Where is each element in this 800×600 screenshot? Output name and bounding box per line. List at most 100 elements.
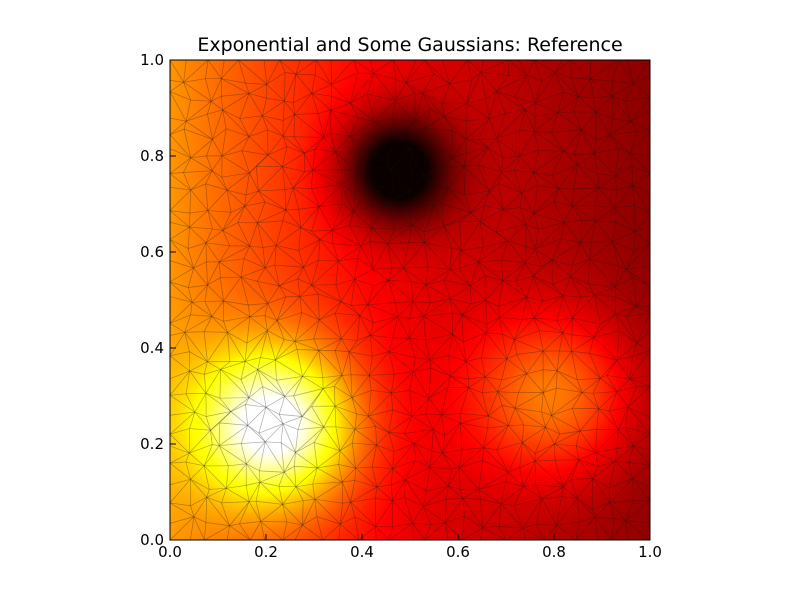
mesh-edge bbox=[452, 312, 463, 316]
mesh-edge bbox=[190, 183, 206, 191]
mesh-edge bbox=[338, 257, 358, 262]
mesh-edge bbox=[218, 261, 221, 278]
mesh-edge bbox=[556, 351, 572, 371]
mesh-edge bbox=[263, 60, 268, 85]
mesh-edge bbox=[189, 210, 208, 214]
mesh-edge bbox=[375, 526, 377, 540]
mesh-edge bbox=[543, 387, 557, 393]
mesh-edge bbox=[318, 293, 342, 302]
mesh-edge bbox=[447, 188, 472, 214]
mesh-edge bbox=[170, 157, 192, 174]
mesh-edge bbox=[612, 241, 627, 270]
mesh-edge bbox=[430, 522, 446, 526]
x-tick-label: 0.8 bbox=[542, 543, 566, 561]
mesh-edge bbox=[282, 521, 288, 540]
mesh-edge bbox=[533, 300, 544, 319]
mesh-edge bbox=[403, 266, 429, 269]
mesh-edge bbox=[352, 442, 377, 446]
mesh-edge bbox=[170, 189, 191, 211]
mesh-edge bbox=[551, 151, 564, 176]
mesh-edge bbox=[317, 113, 325, 138]
mesh-edge bbox=[556, 295, 564, 321]
mesh-edge bbox=[495, 223, 526, 233]
mesh-edge bbox=[412, 506, 424, 524]
mesh-edge bbox=[577, 377, 601, 381]
mesh-edge bbox=[595, 516, 615, 520]
mesh-edge bbox=[425, 339, 431, 360]
mesh-edge bbox=[612, 241, 635, 252]
mesh-edge bbox=[210, 430, 213, 445]
mesh-edge bbox=[441, 188, 449, 204]
mesh-edge bbox=[317, 450, 341, 469]
mesh-edge bbox=[297, 267, 304, 279]
mesh-edge bbox=[319, 203, 343, 207]
mesh-edge bbox=[636, 285, 650, 307]
y-tick-label: 0.0 bbox=[140, 531, 164, 549]
mesh-edge bbox=[312, 169, 342, 186]
mesh-edge bbox=[496, 90, 526, 110]
mesh-edge bbox=[554, 460, 564, 488]
mesh-edge bbox=[314, 481, 343, 500]
mesh-edge bbox=[625, 96, 650, 102]
mesh-edge bbox=[258, 407, 267, 434]
mesh-edge bbox=[170, 81, 184, 92]
mesh-edge bbox=[205, 522, 230, 527]
mesh-edge bbox=[581, 111, 597, 131]
mesh-edge bbox=[461, 527, 484, 540]
mesh-edge bbox=[423, 316, 426, 341]
mesh-edge bbox=[496, 113, 506, 139]
mesh-edge bbox=[631, 166, 634, 186]
mesh-edge bbox=[295, 74, 312, 94]
mesh-edge bbox=[219, 411, 232, 424]
mesh-edge bbox=[276, 312, 302, 321]
mesh-edge bbox=[520, 207, 535, 215]
mesh-edge bbox=[300, 206, 320, 228]
mesh-edge bbox=[625, 520, 650, 523]
mesh-edge bbox=[404, 497, 413, 523]
mesh-edge bbox=[462, 498, 465, 516]
mesh-edge bbox=[376, 133, 379, 155]
mesh-edge bbox=[506, 339, 515, 360]
mesh-edge bbox=[534, 249, 542, 267]
mesh-edge bbox=[556, 498, 578, 526]
mesh-edge bbox=[477, 147, 489, 166]
mesh-edge bbox=[543, 524, 557, 540]
mesh-edge bbox=[563, 295, 582, 298]
mesh-edge bbox=[370, 228, 373, 242]
mesh-edge bbox=[258, 190, 266, 203]
mesh-edge bbox=[615, 175, 633, 186]
mesh-edge bbox=[222, 212, 232, 231]
mesh-edge bbox=[323, 405, 336, 428]
mesh-edge bbox=[470, 212, 481, 222]
mesh-edge bbox=[354, 428, 377, 446]
mesh-edge bbox=[452, 130, 467, 140]
mesh-edge bbox=[230, 397, 250, 412]
mesh-edge bbox=[190, 139, 213, 159]
mesh-edge bbox=[372, 351, 390, 357]
mesh-edge bbox=[458, 261, 479, 270]
mesh-edge bbox=[265, 441, 282, 444]
mesh-edge bbox=[423, 312, 453, 317]
mesh-edge bbox=[312, 484, 316, 500]
mesh-edge bbox=[409, 315, 424, 319]
mesh-edge bbox=[589, 78, 594, 98]
mesh-edge bbox=[220, 361, 246, 370]
mesh-edge bbox=[606, 375, 618, 392]
mesh-edge bbox=[353, 211, 373, 229]
mesh-edge bbox=[297, 278, 312, 286]
mesh-edge bbox=[501, 334, 508, 359]
mesh-edge bbox=[484, 205, 504, 210]
mesh-edge bbox=[392, 451, 395, 469]
mesh-edge bbox=[614, 185, 633, 209]
mesh-edge bbox=[408, 337, 416, 358]
mesh-edge bbox=[170, 210, 190, 214]
mesh-edge bbox=[318, 338, 342, 351]
mesh-edge bbox=[388, 280, 414, 302]
mesh-edge bbox=[295, 442, 315, 453]
mesh-edge bbox=[558, 164, 578, 189]
mesh-edge bbox=[240, 276, 258, 282]
mesh-edge bbox=[387, 243, 393, 269]
mesh-edge bbox=[283, 135, 295, 138]
mesh-edge bbox=[391, 479, 406, 486]
mesh-edge bbox=[589, 258, 619, 267]
